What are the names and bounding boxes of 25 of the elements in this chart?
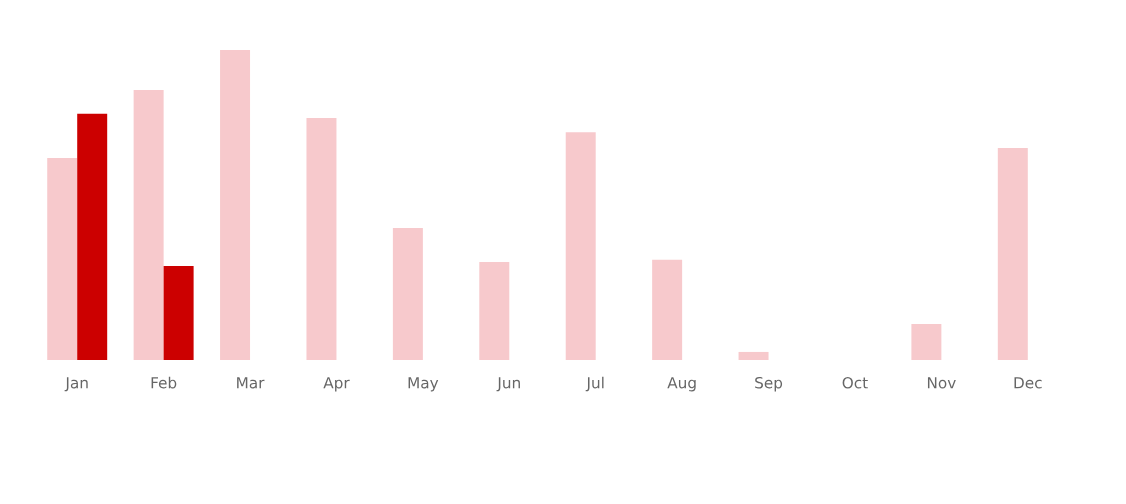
x-tick-label: Feb <box>151 376 177 389</box>
bar <box>47 157 78 360</box>
bar <box>565 132 596 360</box>
x-tick-label: Jul <box>585 376 604 392</box>
bar <box>738 351 769 360</box>
x-tick-label: Jan <box>64 377 88 392</box>
x-tick-label: Sep <box>755 376 783 392</box>
x-tick-label: Jun <box>496 377 520 392</box>
bar <box>479 262 510 360</box>
bar <box>997 147 1028 360</box>
x-tick-label: Oct <box>842 376 868 389</box>
bar <box>306 117 337 360</box>
x-tick-label: May <box>408 377 439 392</box>
bar <box>392 227 423 360</box>
x-tick-label: Dec <box>1014 377 1042 389</box>
bar <box>163 266 194 360</box>
x-tick-label: Nov <box>927 377 956 389</box>
bar <box>911 324 942 360</box>
x-tick-label: Aug <box>667 377 696 392</box>
bar <box>652 259 683 360</box>
bar <box>220 50 251 360</box>
bar <box>133 89 164 360</box>
bar <box>77 113 108 360</box>
x-tick-label: Mar <box>237 377 265 389</box>
x-tick-label: Apr <box>323 377 350 392</box>
